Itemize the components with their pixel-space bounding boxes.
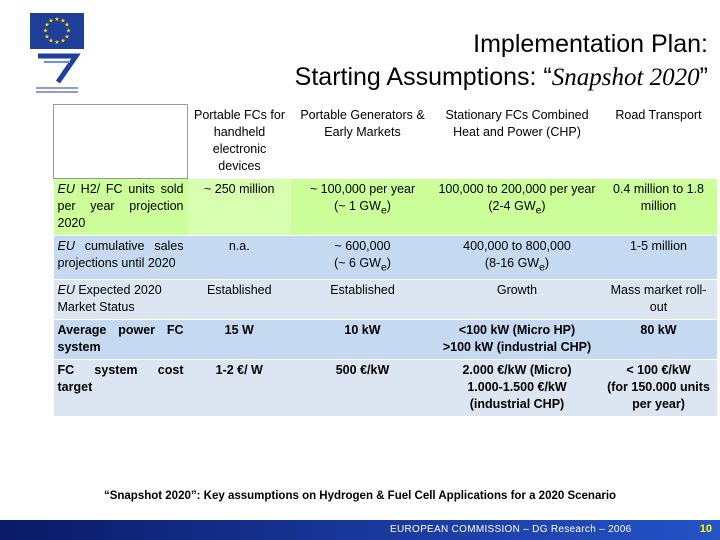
cell-line-2: (for 150.000 units per year) bbox=[607, 380, 710, 411]
svg-text:★: ★ bbox=[44, 22, 49, 29]
header-empty-cell bbox=[53, 104, 188, 179]
row-label: EU cumulative sales projections until 20… bbox=[53, 235, 188, 280]
table-cell: 1-5 million bbox=[600, 235, 717, 280]
eu-flag-icon: ★ ★★ ★★★ ★★★ ★★★ bbox=[30, 13, 84, 49]
cell-line-2: (8-16 GWe) bbox=[438, 255, 596, 277]
cell-line-1: 100,000 to 200,000 per year bbox=[438, 181, 596, 196]
close-paren: ) bbox=[541, 198, 546, 213]
table-cell: 500 €/kW bbox=[291, 359, 434, 417]
row-label: EU Expected 2020 Market Status bbox=[53, 279, 188, 320]
table-cell: ~ 100,000 per year (~ 1 GWe) bbox=[291, 178, 434, 236]
table-cell: ~ 600,000 (~ 6 GWe) bbox=[291, 235, 434, 280]
table-header-row: Portable FCs for handheld electronic dev… bbox=[53, 104, 717, 179]
cell-line-1: < 100 €/kW bbox=[626, 363, 691, 377]
cell-line-1: 400,000 to 800,000 bbox=[463, 238, 571, 253]
row-label: FC system cost target bbox=[53, 359, 188, 417]
page-number: 10 bbox=[699, 523, 712, 535]
cell-line-2-text: (~ 1 GW bbox=[334, 198, 381, 213]
footer-bar: EUROPEAN COMMISSION – DG Research – 2006… bbox=[0, 520, 720, 540]
fp7-icon bbox=[36, 53, 81, 93]
svg-text:★: ★ bbox=[54, 39, 59, 46]
svg-text:★: ★ bbox=[64, 34, 69, 41]
table-cell: Established bbox=[291, 279, 434, 320]
row-label-rest: Expected 2020 Market Status bbox=[57, 283, 162, 314]
assumptions-table: Portable FCs for handheld electronic dev… bbox=[53, 104, 717, 417]
svg-text:★: ★ bbox=[43, 28, 48, 35]
cell-line-1: ~ 100,000 per year bbox=[309, 181, 416, 196]
title-close-quote: ” bbox=[699, 63, 708, 91]
table-cell: ~ 250 million bbox=[187, 178, 291, 236]
header-road-transport: Road Transport bbox=[600, 104, 717, 179]
close-paren: ) bbox=[386, 255, 391, 270]
eu-flag-logo: ★ ★ ★ ★ ★ ★ ★ ★ ★ ★ ★ ★ bbox=[30, 13, 84, 49]
cell-line-1: <100 kW (Micro HP) bbox=[458, 323, 576, 337]
table-cell: <100 kW (Micro HP) >100 kW (industrial CH… bbox=[434, 319, 600, 360]
title-line-2-text: Starting Assumptions: “ bbox=[294, 63, 552, 91]
cell-line-2-text: (2-4 GW bbox=[488, 198, 536, 213]
subscript-e: e bbox=[380, 262, 387, 273]
table-cell: Mass market roll-out bbox=[600, 279, 717, 320]
cell-line-2-text: (8-16 GW bbox=[484, 255, 540, 270]
close-paren: ) bbox=[544, 255, 550, 270]
row-label-rest: H2/ FC units sold per year projection 20… bbox=[57, 181, 184, 230]
table-cell: 1-2 €/ W bbox=[187, 359, 291, 417]
fp7-logo bbox=[28, 52, 86, 98]
table-cell: 2.000 €/kW (Micro) 1.000-1.500 €/kW (indu… bbox=[434, 359, 600, 417]
cell-line-1: 2.000 €/kW (Micro) bbox=[462, 363, 572, 377]
svg-text:★: ★ bbox=[48, 38, 53, 45]
table-cell: < 100 €/kW (for 150.000 units per year) bbox=[600, 359, 717, 417]
table-row: EU cumulative sales projections until 20… bbox=[53, 235, 717, 280]
header-portable-fcs: Portable FCs for handheld electronic dev… bbox=[187, 104, 291, 179]
cell-line-2: 1.000-1.500 €/kW (industrial CHP) bbox=[467, 380, 567, 411]
table-cell: 100,000 to 200,000 per year (2-4 GWe) bbox=[434, 178, 600, 236]
svg-text:★: ★ bbox=[60, 18, 65, 25]
header-stationary-fcs: Stationary FCs Combined Heat and Power (… bbox=[434, 104, 600, 179]
row-label: Average power FC system bbox=[53, 319, 188, 360]
row-label: EU H2/ FC units sold per year projection… bbox=[53, 178, 188, 236]
row-label-italic: EU bbox=[57, 238, 75, 253]
table-row: EU H2/ FC units sold per year projection… bbox=[53, 178, 717, 236]
header-portable-generators: Portable Generators & Early Markets bbox=[291, 104, 434, 179]
cell-line-2-text: (~ 6 GW bbox=[334, 255, 381, 270]
cell-line-1: ~ 600,000 bbox=[334, 238, 391, 253]
svg-text:★: ★ bbox=[54, 16, 59, 23]
svg-text:★: ★ bbox=[66, 28, 71, 35]
footer-credit: EUROPEAN COMMISSION – DG Research – 2006 bbox=[390, 524, 632, 535]
subscript-e: e bbox=[539, 262, 545, 273]
footnote: “Snapshot 2020”: Key assumptions on Hydr… bbox=[103, 490, 617, 502]
title-italic-text: Snapshot 2020 bbox=[551, 64, 700, 91]
subscript-e: e bbox=[535, 205, 542, 216]
close-paren: ) bbox=[386, 198, 391, 213]
table-cell: 0.4 million to 1.8 million bbox=[600, 178, 717, 236]
row-label-rest: cumulative sales projections until 2020 bbox=[57, 238, 184, 270]
svg-text:★: ★ bbox=[60, 38, 65, 45]
table-row: EU Expected 2020 Market Status Establish… bbox=[53, 279, 717, 320]
table-row: FC system cost target 1-2 €/ W 500 €/kW … bbox=[53, 359, 717, 417]
cell-line-2: (~ 6 GWe) bbox=[295, 255, 430, 277]
table-cell: 80 kW bbox=[600, 319, 717, 360]
svg-text:★: ★ bbox=[44, 34, 49, 41]
row-label-italic: EU bbox=[57, 283, 75, 297]
row-label-italic: EU bbox=[57, 181, 75, 196]
cell-line-2: (2-4 GWe) bbox=[438, 198, 596, 220]
title-line-2: Starting Assumptions: “Snapshot 2020” bbox=[295, 61, 708, 94]
table-cell: 15 W bbox=[187, 319, 291, 360]
table-cell: n.a. bbox=[187, 235, 291, 280]
cell-line-2: (~ 1 GWe) bbox=[295, 198, 430, 220]
svg-text:★: ★ bbox=[48, 18, 53, 25]
table-cell: 10 kW bbox=[291, 319, 434, 360]
subscript-e: e bbox=[380, 205, 387, 216]
table-row: Average power FC system 15 W 10 kW <100 … bbox=[53, 319, 717, 360]
slide-title: Implementation Plan: Starting Assumption… bbox=[295, 28, 708, 94]
svg-text:★: ★ bbox=[64, 22, 69, 29]
title-line-1: Implementation Plan: bbox=[473, 30, 708, 58]
table-cell: Growth bbox=[434, 279, 600, 320]
cell-line-2: >100 kW (industrial CHP) bbox=[442, 340, 592, 354]
table-cell: 400,000 to 800,000 (8-16 GWe) bbox=[434, 235, 600, 280]
table-cell: Established bbox=[187, 279, 291, 320]
